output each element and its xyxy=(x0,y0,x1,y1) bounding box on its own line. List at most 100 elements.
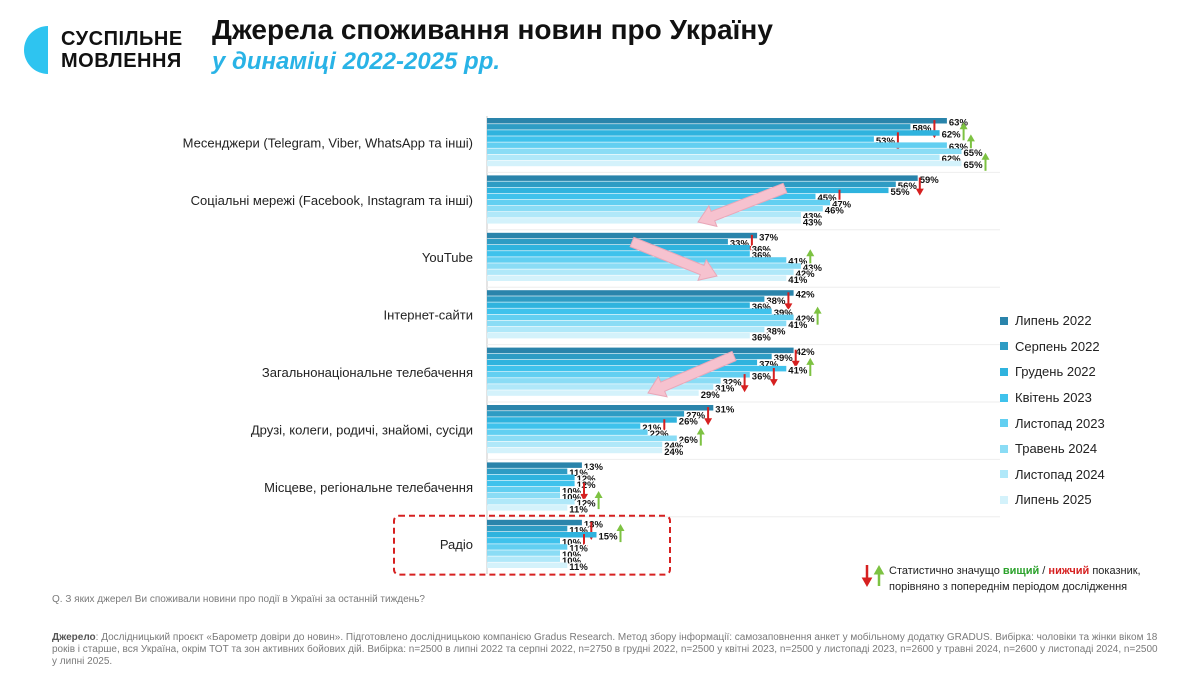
bar xyxy=(487,296,765,302)
legend-label: Липень 2022 xyxy=(1015,313,1092,329)
data-label: 55% xyxy=(891,187,911,198)
down-arrow-head-icon xyxy=(835,200,844,208)
bar xyxy=(487,505,568,511)
bar xyxy=(487,353,772,360)
data-label: 46% xyxy=(825,205,845,216)
data-label: 41% xyxy=(788,365,808,376)
bar xyxy=(487,538,560,544)
sig-prefix: Статистично значущо xyxy=(889,565,1003,577)
sig-suffix: показник, xyxy=(1089,565,1141,577)
trend-arrow-icon xyxy=(697,182,788,228)
data-label: 24% xyxy=(664,447,684,458)
data-label: 42% xyxy=(796,269,816,280)
data-label: 43% xyxy=(803,263,823,274)
down-arrow-head-icon xyxy=(580,493,588,501)
bar xyxy=(487,187,889,194)
data-label: 65% xyxy=(964,148,984,159)
bar xyxy=(487,199,831,206)
data-label: 41% xyxy=(788,275,808,286)
bar xyxy=(487,492,560,499)
data-label: 26% xyxy=(679,417,699,428)
bar xyxy=(487,218,801,224)
data-label: 24% xyxy=(664,441,684,452)
data-label: 43% xyxy=(803,218,823,229)
legend-swatch xyxy=(1000,367,1008,376)
bar xyxy=(487,302,750,308)
bar xyxy=(487,124,911,130)
bar-chart: Месенджери (Telegram, Viber, WhatsApp та… xyxy=(183,116,1000,576)
data-label: 11% xyxy=(569,544,588,555)
legend-label: Грудень 2022 xyxy=(1015,364,1096,380)
trend-arrow-icon xyxy=(629,236,718,281)
bar xyxy=(487,441,663,448)
data-label: 42% xyxy=(796,314,816,325)
down-arrow-head-icon xyxy=(791,360,800,368)
bar xyxy=(487,193,816,200)
source-text: : Дослідницький проєкт «Барометр довіри … xyxy=(52,632,1158,667)
survey-question: Q. З яких джерел Ви споживали новини про… xyxy=(52,594,425,605)
bar xyxy=(487,347,794,354)
bar xyxy=(487,519,582,526)
up-arrow-head-icon xyxy=(806,357,815,365)
sig-up-arrow-head-icon xyxy=(873,564,885,575)
data-label: 42% xyxy=(796,347,816,358)
down-arrow-head-icon xyxy=(784,303,793,311)
category-label: Радіо xyxy=(440,537,473,552)
legend-label: Травень 2024 xyxy=(1015,441,1098,457)
data-label: 27% xyxy=(686,411,706,422)
bar xyxy=(487,480,575,487)
data-label: 56% xyxy=(898,181,918,192)
bar xyxy=(487,245,750,251)
legend-item: Листопад 2024 xyxy=(1000,462,1105,488)
down-arrow-head-icon xyxy=(747,246,756,253)
significance-text: Статистично значущо вищий / нижчий показ… xyxy=(889,563,1141,595)
down-arrow-head-icon xyxy=(580,545,588,553)
sig-lower: нижчий xyxy=(1048,565,1090,577)
bar xyxy=(487,544,568,550)
data-label: 31% xyxy=(715,405,735,416)
data-label: 11% xyxy=(569,505,588,516)
bar xyxy=(487,320,787,327)
bar xyxy=(487,556,560,562)
bar xyxy=(487,154,940,161)
bar xyxy=(487,378,721,384)
bar xyxy=(487,175,918,181)
logo-mark-icon xyxy=(24,26,48,74)
up-arrow-head-icon xyxy=(966,134,975,142)
data-label: 10% xyxy=(562,486,582,497)
data-label: 59% xyxy=(920,175,940,186)
bar xyxy=(487,118,947,124)
bar xyxy=(487,405,714,411)
highlight-box xyxy=(393,514,671,576)
data-label: 26% xyxy=(679,435,699,446)
legend-item: Листопад 2023 xyxy=(1000,410,1105,436)
bar xyxy=(487,462,582,468)
legend-item: Серпень 2022 xyxy=(1000,334,1105,360)
legend-swatch xyxy=(1000,495,1008,504)
bar xyxy=(487,181,896,187)
bar xyxy=(487,384,714,390)
category-label: Місцеве, регіональне телебачення xyxy=(264,480,473,495)
down-arrow-head-icon xyxy=(915,188,924,196)
down-arrow-head-icon xyxy=(769,379,778,387)
data-label: 32% xyxy=(723,378,743,389)
data-label: 12% xyxy=(577,480,597,491)
data-label: 42% xyxy=(796,290,816,301)
source-note: Джерело: Дослідницький проєкт «Барометр … xyxy=(52,632,1162,668)
bar xyxy=(487,148,962,154)
data-label: 15% xyxy=(599,532,619,543)
source-label: Джерело xyxy=(52,632,96,643)
legend-label: Липень 2025 xyxy=(1015,492,1092,508)
bar xyxy=(487,550,560,556)
bar xyxy=(487,238,728,245)
sig-line2: порівняно з попереднім періодом дослідже… xyxy=(889,581,1128,593)
bar xyxy=(487,290,794,296)
bar xyxy=(487,269,794,275)
category-label: Інтернет-сайти xyxy=(383,308,473,323)
up-arrow-head-icon xyxy=(813,306,822,314)
bar xyxy=(487,435,677,441)
bar xyxy=(487,142,947,148)
bar xyxy=(487,499,575,505)
up-arrow-head-icon xyxy=(959,122,968,130)
legend-label: Квітень 2023 xyxy=(1015,390,1092,406)
